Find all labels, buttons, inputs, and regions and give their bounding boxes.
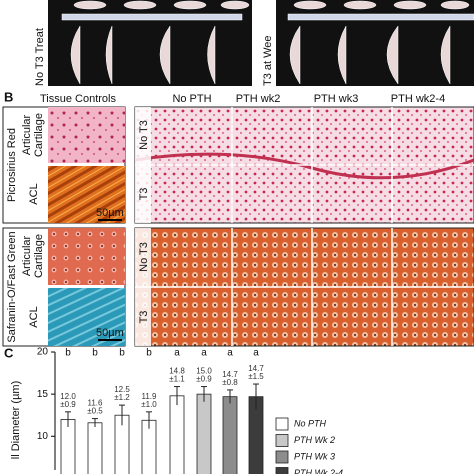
- row-label: No T3 Treat: [34, 28, 46, 86]
- value-label: 14.7: [222, 370, 238, 379]
- scale-bar: 50µm: [96, 207, 124, 219]
- bar: [87, 422, 103, 474]
- tissue-label: Articular: [21, 235, 33, 276]
- legend-swatch: [275, 467, 289, 474]
- y-tick-label: 10: [37, 431, 49, 442]
- error-label: ±0.8: [222, 378, 238, 387]
- treatment-label: T3: [138, 188, 150, 201]
- tissue-label: ACL: [28, 183, 40, 204]
- stain-label: Safranin-O/Fast Green: [6, 231, 18, 342]
- legend-label: PTH Wk 2-4: [294, 468, 343, 474]
- panel-b: B Tissue Controls No PTH PTH wk2 PTH wk3…: [2, 89, 474, 347]
- significance-letter: a: [227, 348, 233, 359]
- tissue-label: ACL: [28, 306, 40, 327]
- significance-letter: b: [146, 348, 152, 359]
- error-label: ±0.9: [60, 400, 76, 409]
- bar: [222, 396, 238, 474]
- legend-swatch: [275, 450, 289, 464]
- micrograph: [48, 166, 125, 223]
- value-label: 12.5: [114, 385, 130, 394]
- micrograph: [48, 228, 125, 285]
- error-label: ±1.2: [114, 393, 130, 402]
- scale-bar: 50µm: [96, 327, 124, 339]
- significance-letter: a: [201, 348, 207, 359]
- value-label: 11.9: [142, 392, 158, 401]
- panel-label: C: [4, 345, 14, 360]
- panel-a: No T3 Treat T3 at Wee: [30, 0, 474, 86]
- legend-label: No PTH: [294, 418, 327, 428]
- tissue-label: Articular: [21, 114, 33, 155]
- value-label: 11.6: [88, 399, 104, 408]
- error-label: ±1.1: [169, 375, 185, 384]
- legend-swatch: [275, 434, 289, 447]
- legend-label: PTH Wk 3: [294, 451, 335, 461]
- legend-swatch: [275, 417, 289, 431]
- value-label: 14.7: [248, 364, 264, 373]
- panel-c: C ll Diameter (µm) 10152012.0±0.9b11.6±0…: [4, 345, 343, 474]
- column-header: Tissue Controls: [40, 93, 117, 105]
- bar: [60, 419, 76, 474]
- treatment-label: No T3: [138, 120, 150, 150]
- column-header: PTH wk3: [314, 93, 359, 105]
- significance-letter: a: [174, 348, 180, 359]
- column-header: No PTH: [172, 93, 211, 105]
- value-label: 12.0: [60, 392, 76, 401]
- row-label: T3 at Wee: [262, 35, 274, 86]
- tissue-label: Cartilage: [33, 113, 45, 157]
- y-tick-label: 15: [37, 389, 49, 400]
- error-label: ±1.0: [141, 400, 157, 409]
- value-label: 14.8: [169, 367, 185, 376]
- bar: [196, 393, 212, 474]
- photo-strip: [30, 0, 252, 86]
- legend-label: PTH Wk 2: [294, 435, 335, 445]
- photo-strip: [258, 0, 474, 86]
- significance-letter: b: [92, 348, 98, 359]
- error-label: ±1.5: [248, 372, 264, 381]
- value-label: 15.0: [196, 367, 212, 376]
- treatment-label: T3: [138, 311, 150, 324]
- significance-letter: b: [119, 348, 125, 359]
- y-axis-title: ll Diameter (µm): [10, 381, 22, 459]
- significance-letter: a: [253, 348, 259, 359]
- stain-label: Picrosirius Red: [6, 128, 18, 202]
- tissue-label: Cartilage: [33, 234, 45, 278]
- significance-letter: b: [65, 348, 71, 359]
- y-tick-label: 20: [37, 347, 49, 358]
- error-label: ±0.5: [87, 407, 103, 416]
- error-label: ±0.9: [196, 375, 212, 384]
- treatment-label: No T3: [138, 242, 150, 272]
- column-header: PTH wk2: [236, 93, 281, 105]
- bar: [169, 395, 185, 474]
- column-header: PTH wk2-4: [391, 93, 445, 105]
- micrograph: [48, 288, 125, 346]
- micrograph: [48, 107, 125, 163]
- panel-label: B: [4, 89, 13, 104]
